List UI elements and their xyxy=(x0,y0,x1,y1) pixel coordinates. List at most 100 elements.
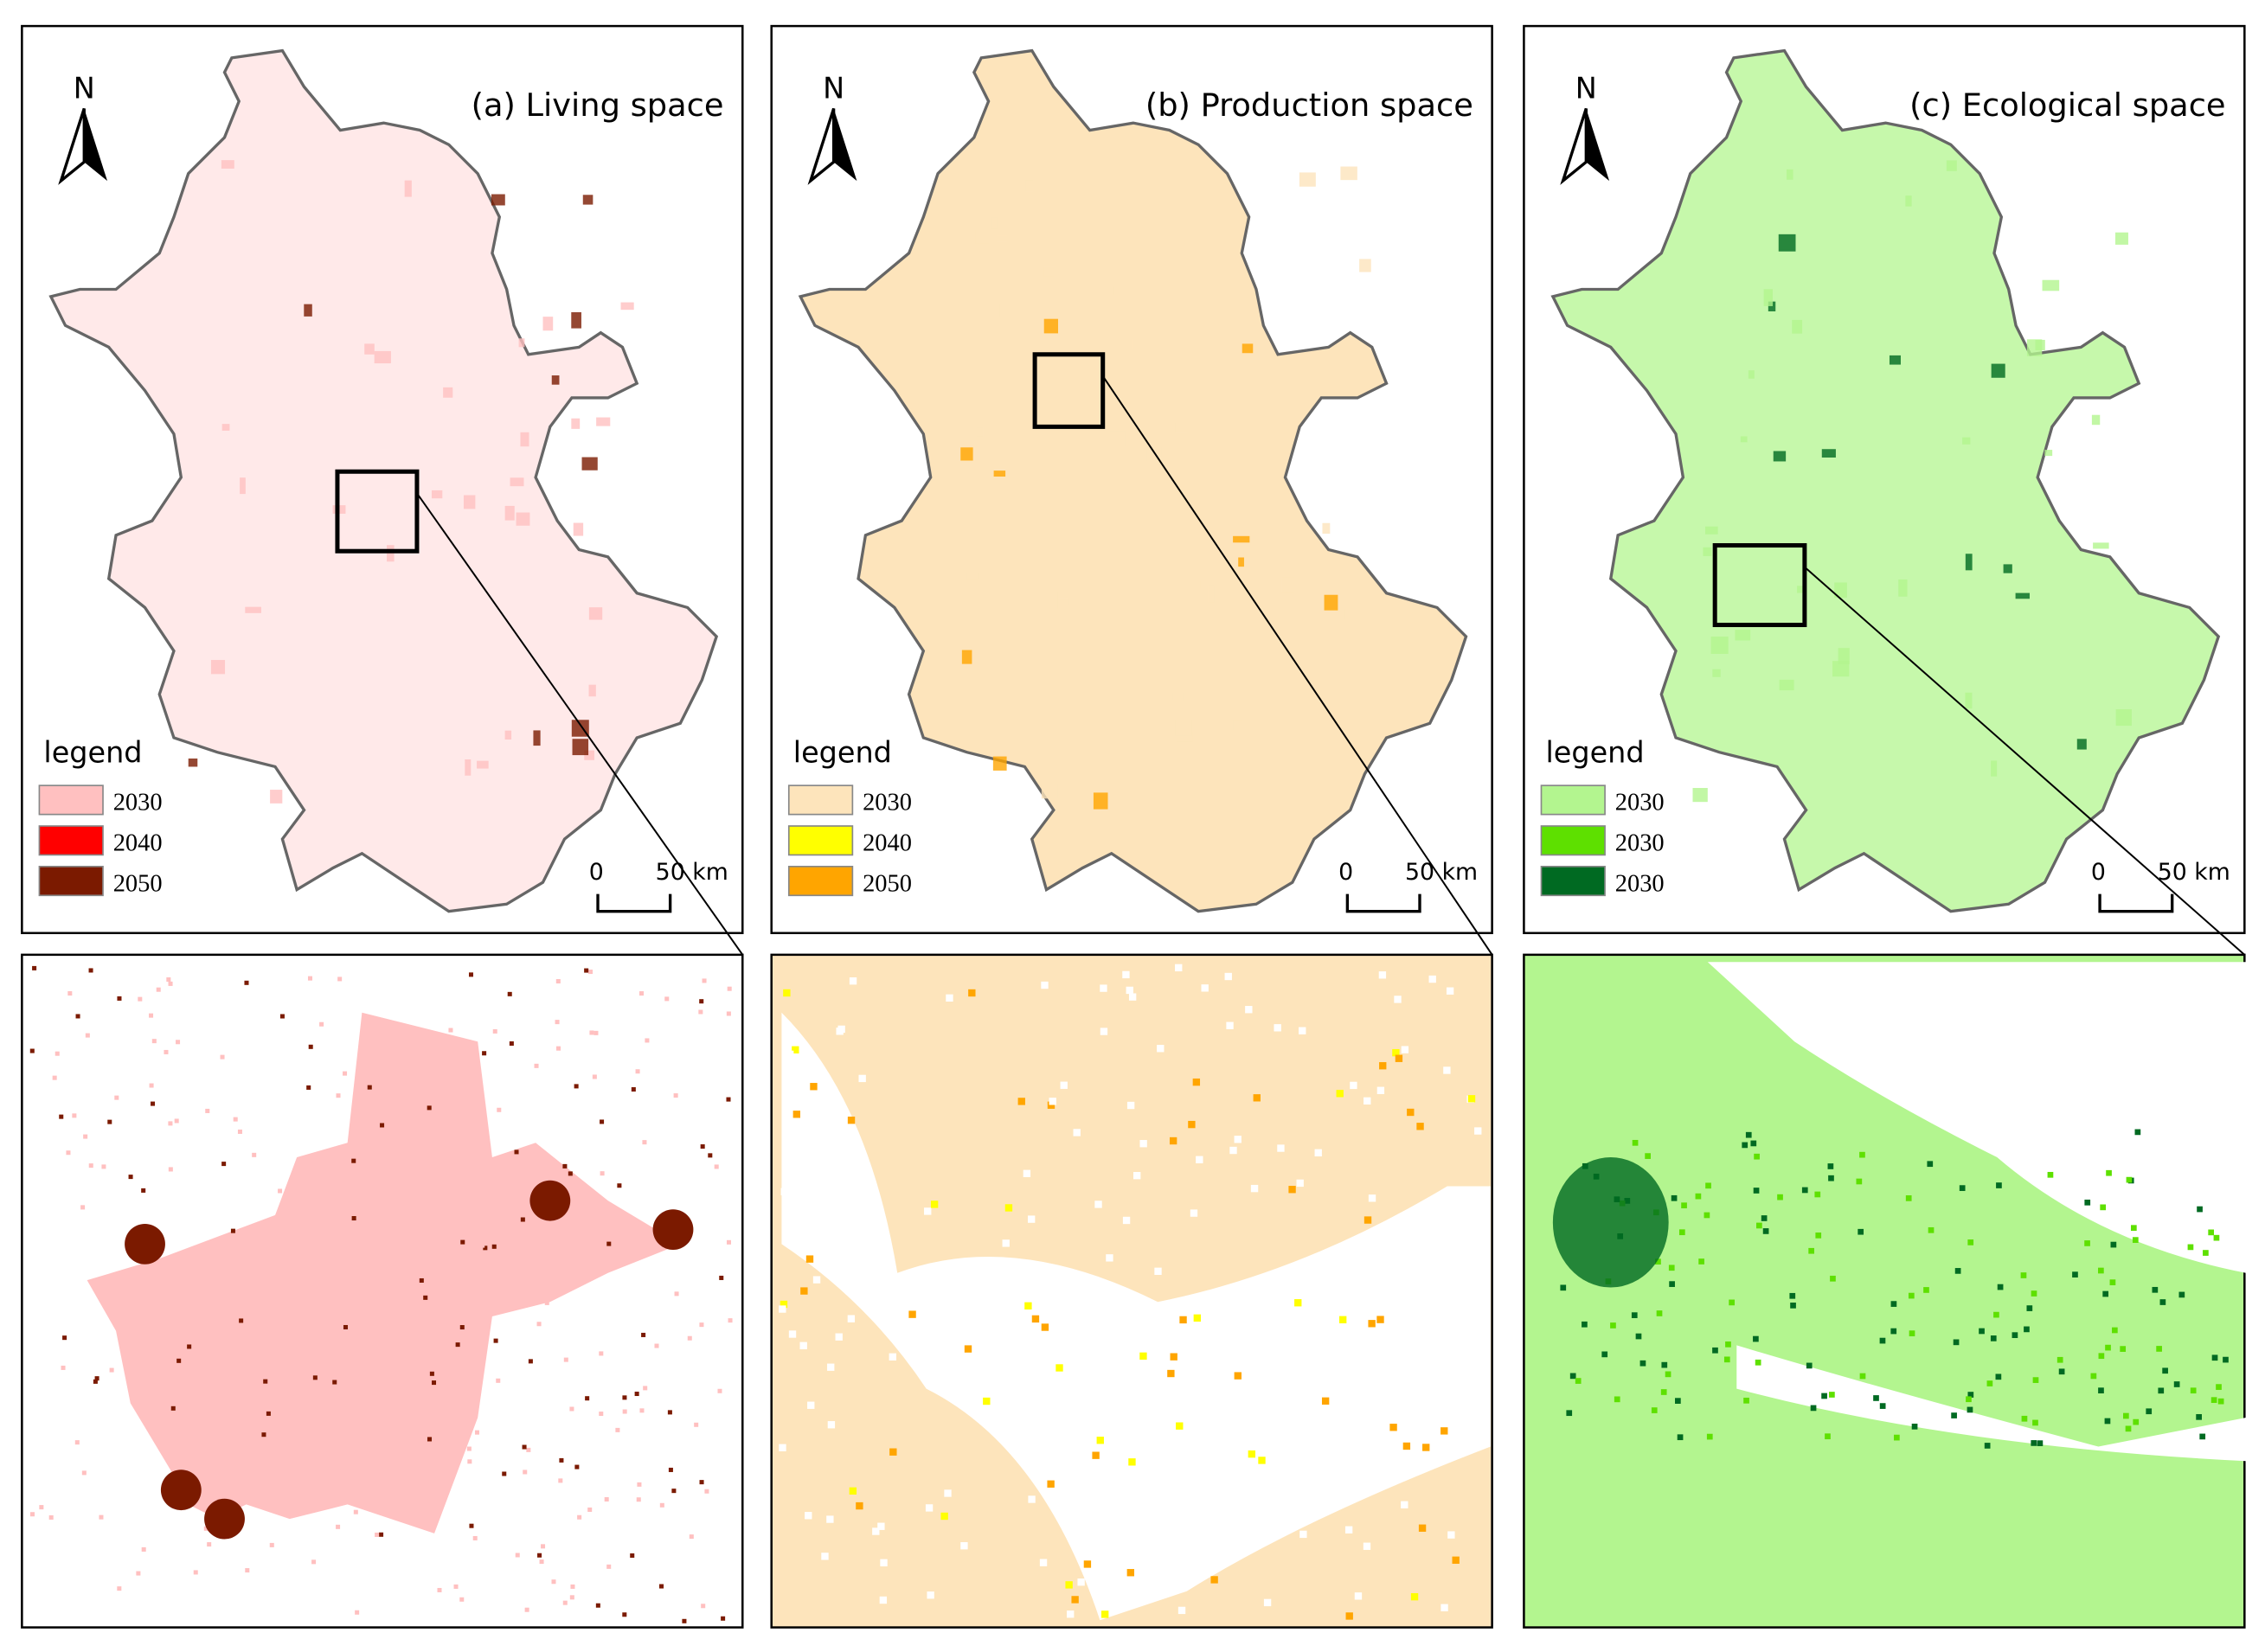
zoom-pixel xyxy=(378,1329,383,1334)
map-patch xyxy=(221,160,234,169)
zoom-pixel xyxy=(1911,1423,1918,1430)
zoom-pixel xyxy=(726,1011,731,1016)
zoom-pixel xyxy=(1363,1097,1371,1105)
zoom-pixel xyxy=(319,1169,324,1174)
zoom-pixel xyxy=(427,1437,433,1442)
map-patch xyxy=(1710,636,1729,654)
zoom-pixel xyxy=(509,1041,514,1046)
zoom-connector xyxy=(1101,375,1493,956)
map-patch xyxy=(1175,422,1188,433)
legend-label: 2030 xyxy=(113,790,163,816)
zoom-pixel xyxy=(1071,1596,1079,1604)
map-patch xyxy=(374,350,391,364)
zoom-pixel xyxy=(968,989,976,997)
zoom-pixel xyxy=(136,1571,141,1576)
zoom-pixel xyxy=(1253,1094,1261,1102)
zoom-pixel xyxy=(83,1134,88,1139)
zoom-pixel xyxy=(2162,1367,2168,1374)
legend-swatch xyxy=(38,865,104,897)
zoom-pixel xyxy=(2032,1377,2039,1383)
zoom-pixel xyxy=(459,1325,465,1330)
zoom-pixel xyxy=(2211,1354,2218,1361)
zoom-pixel xyxy=(1909,1330,1915,1336)
zoom-pixel xyxy=(634,1392,639,1397)
zoom-pixel xyxy=(2132,1237,2139,1243)
zoom-pixel xyxy=(1829,1392,1835,1398)
map-patch xyxy=(1692,788,1708,803)
zoom-pixel xyxy=(2159,1299,2166,1305)
zoom-pixel xyxy=(81,1470,87,1476)
legend-swatch xyxy=(787,784,854,816)
map-patch xyxy=(1184,580,1201,589)
zoom-pixel xyxy=(358,1329,363,1335)
zoom-pixel xyxy=(1460,1247,1467,1255)
zoom-pixel xyxy=(507,991,512,996)
zoom-pixel xyxy=(1923,1287,1929,1293)
zoom-pixel xyxy=(1815,1233,1822,1239)
zoom-pixel xyxy=(1100,1028,1108,1035)
zoom-pixel xyxy=(780,1188,788,1195)
zoom-pixel xyxy=(459,1597,465,1602)
zoom-pixel xyxy=(792,1111,801,1118)
zoom-pixel xyxy=(502,1471,507,1476)
zoom-pixel xyxy=(849,1487,857,1495)
zoom-pixel xyxy=(638,991,645,996)
map-patch xyxy=(2042,279,2060,291)
map-patch xyxy=(2114,232,2128,245)
zoom-pixel xyxy=(1404,1219,1412,1227)
zoom-pixel xyxy=(1106,1254,1113,1262)
zoom-pixel xyxy=(558,1478,563,1483)
zoom-pixel xyxy=(1370,1369,1378,1377)
zoom-pixel xyxy=(1712,1347,1718,1354)
zoom-pixel xyxy=(1830,1275,1836,1282)
zoom-pixel xyxy=(1000,1309,1008,1316)
zoom-pixel xyxy=(667,1410,672,1415)
legend-swatch xyxy=(1540,825,1606,856)
zoom-pixel xyxy=(223,1306,228,1311)
zoom-pixel xyxy=(1828,1175,1834,1181)
north-label: N xyxy=(74,72,95,106)
zoom-pixel xyxy=(442,1114,447,1119)
map-patch xyxy=(2093,542,2109,549)
map-patch xyxy=(245,606,261,613)
zoom-pixel xyxy=(193,1570,198,1575)
map-patch xyxy=(1233,720,1242,730)
zoom-pixel xyxy=(1111,1308,1119,1316)
zoom-pixel xyxy=(266,1411,271,1416)
zoom-pixel xyxy=(1067,1610,1075,1618)
zoom-pixel xyxy=(52,1075,57,1080)
zoom-pixel xyxy=(536,1322,542,1327)
map-patch xyxy=(1043,266,1055,277)
zoom-pixel xyxy=(1294,1299,1302,1307)
zoom-pixel xyxy=(589,1030,594,1035)
zoom-pixel xyxy=(728,1318,733,1323)
zoom-pixel xyxy=(99,1514,104,1520)
zoom-pixel xyxy=(1410,1592,1419,1601)
zoom-pixel xyxy=(717,1388,722,1393)
zoom-pixel xyxy=(1951,1412,1957,1418)
zoom-pixel xyxy=(1240,1510,1248,1518)
zoom-pixel xyxy=(524,1607,529,1612)
zoom-pixel xyxy=(615,1427,620,1432)
zoom-pixel xyxy=(1635,1333,1642,1340)
map-patch xyxy=(516,512,530,526)
zoom-pixel xyxy=(1801,1187,1808,1194)
zoom-pixel xyxy=(170,1383,175,1388)
zoom-pixel xyxy=(1041,1323,1049,1331)
zoom-pixel xyxy=(1379,1062,1387,1070)
zoom-pixel xyxy=(1984,1443,1991,1449)
map-patch xyxy=(1821,449,1836,458)
map-patch xyxy=(588,684,596,697)
map-patch xyxy=(1991,363,2005,378)
zoom-pixel xyxy=(1858,1228,1864,1235)
zoom-pixel xyxy=(239,1318,244,1323)
zoom-pixel xyxy=(847,1117,856,1124)
zoom-pixel xyxy=(1905,1195,1912,1201)
zoom-pixel xyxy=(2217,1398,2224,1405)
zoom-pixel xyxy=(117,1586,122,1591)
zoom-pixel xyxy=(515,1553,520,1558)
zoom-pixel xyxy=(2125,1425,2132,1432)
zoom-pixel xyxy=(375,1041,381,1047)
zoom-pixel xyxy=(1039,1559,1048,1566)
zoom-pixel xyxy=(1122,1216,1131,1225)
